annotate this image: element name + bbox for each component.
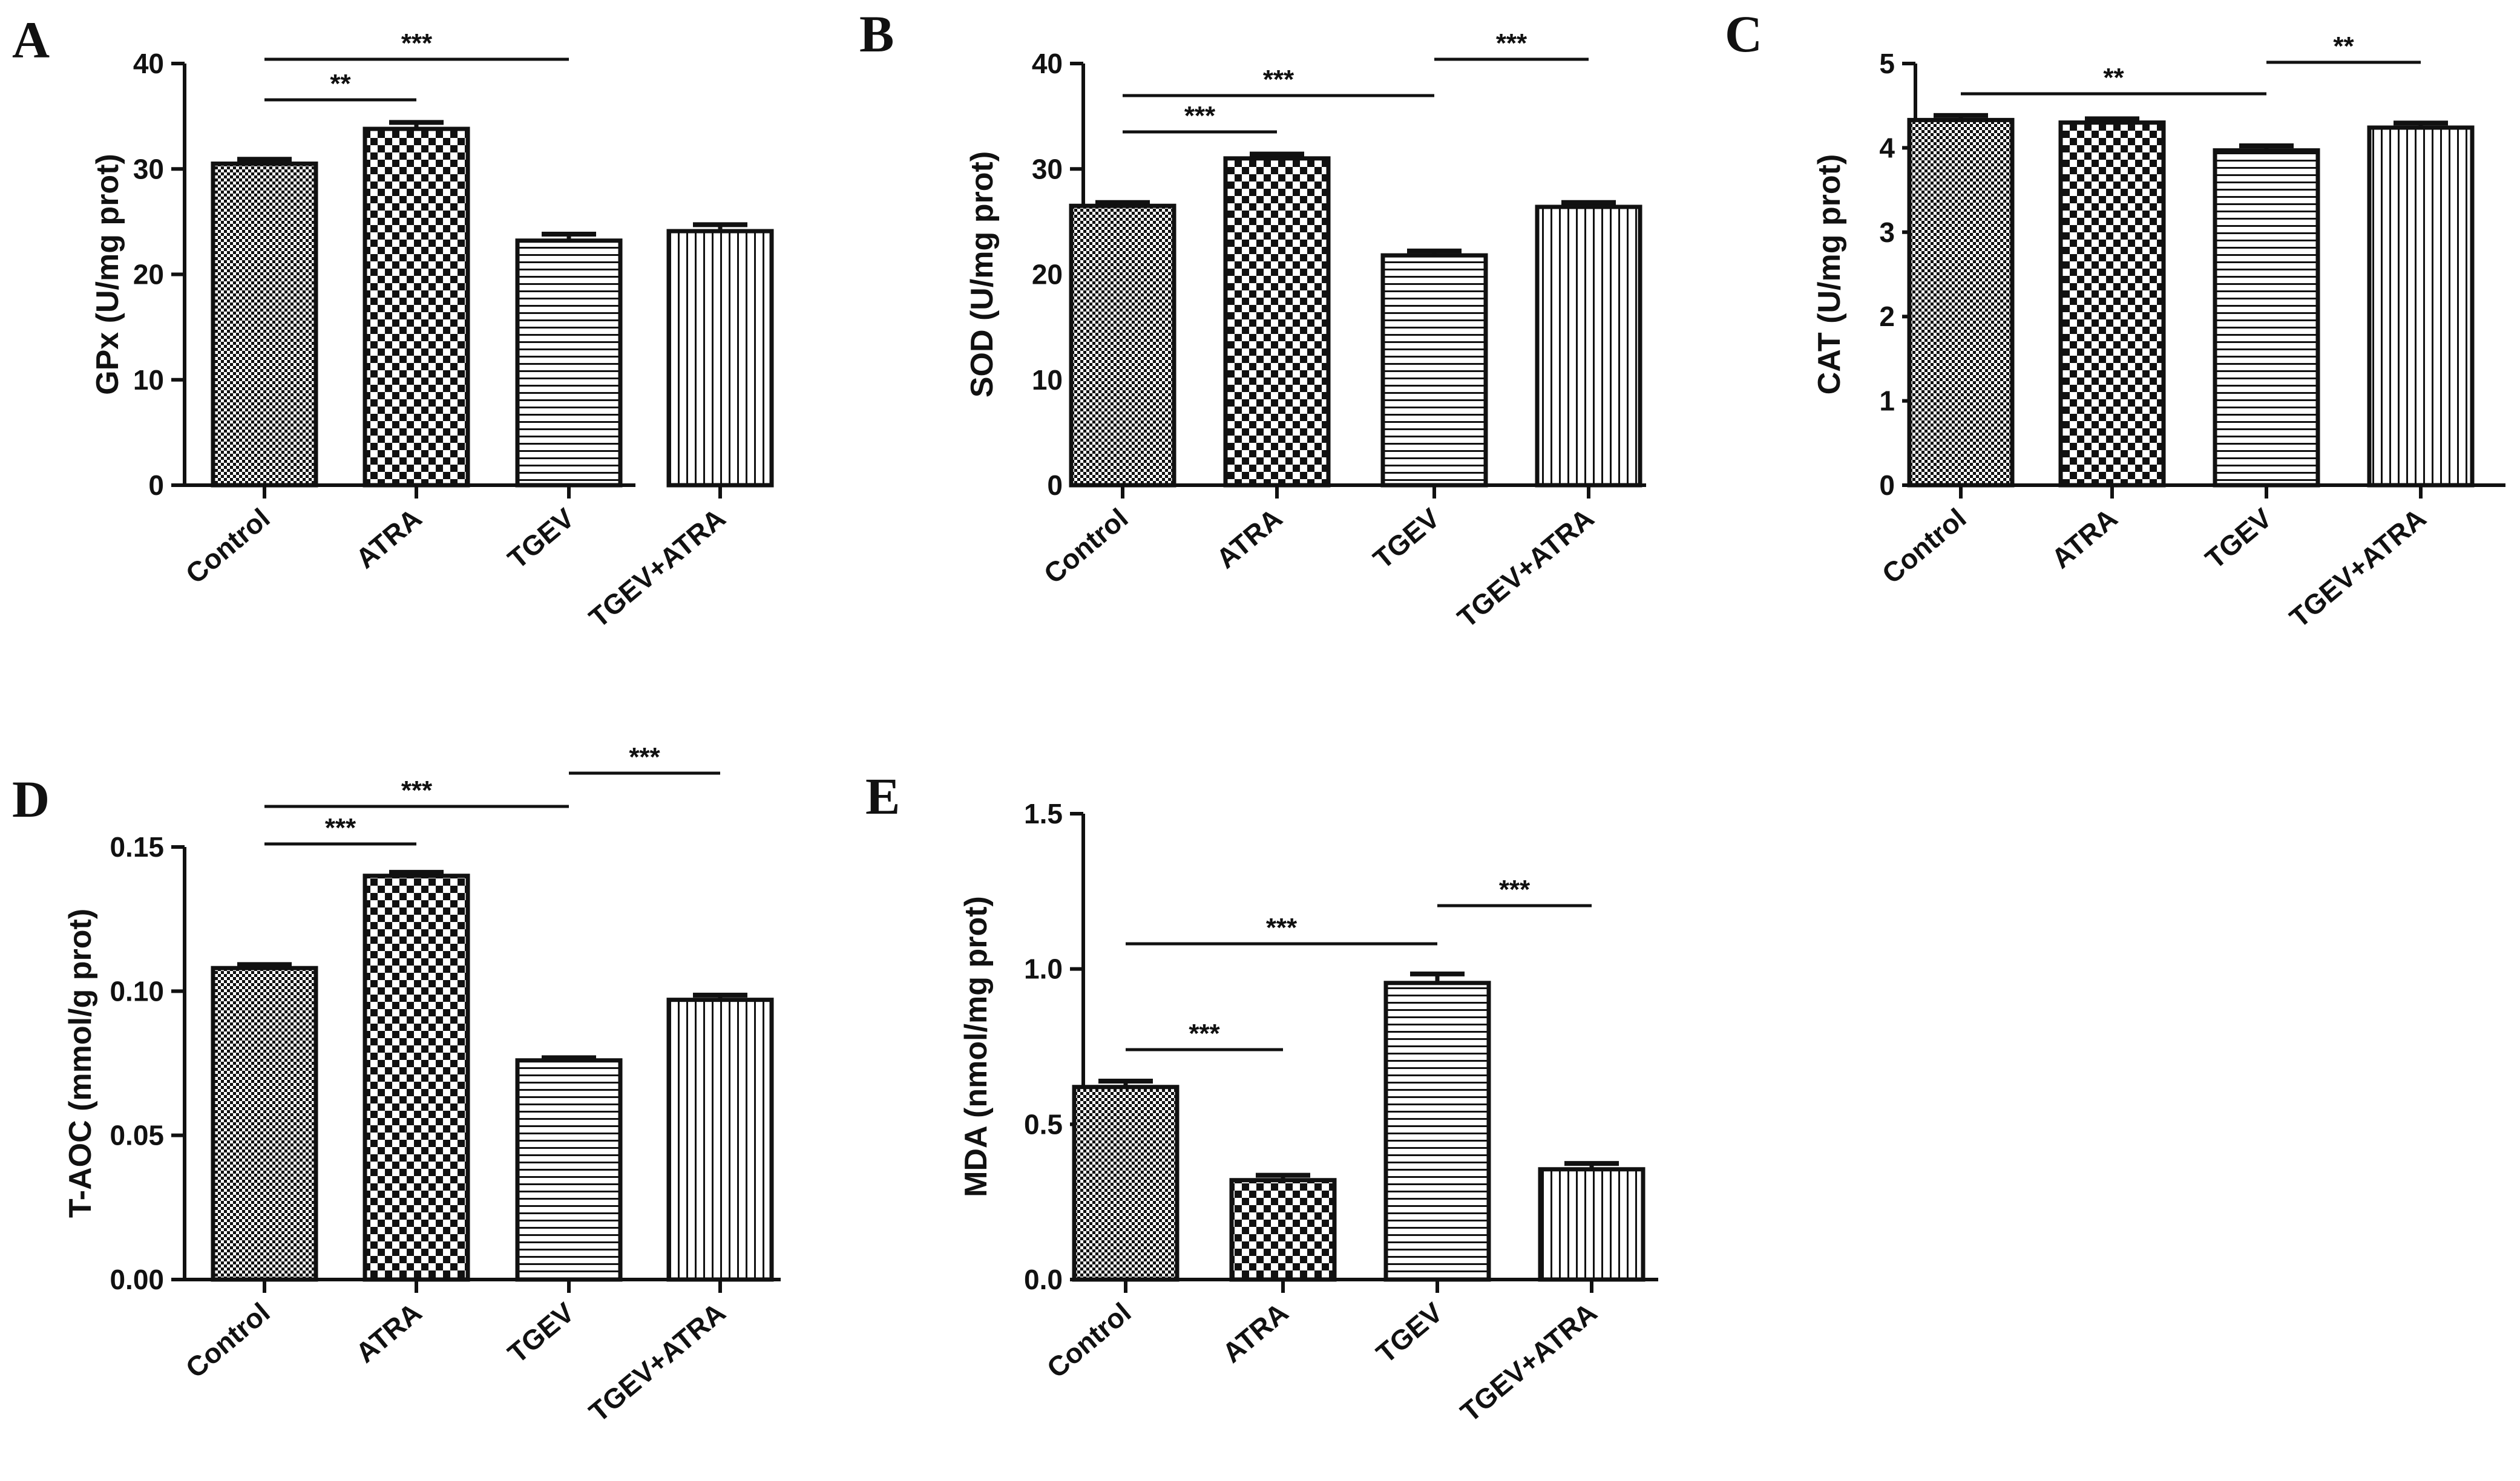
y-axis-title: GPx (U/mg prot) xyxy=(90,154,125,395)
significance-label: *** xyxy=(1266,913,1298,943)
y-axis-title: CAT (U/mg prot) xyxy=(1812,154,1847,395)
x-tick-label: ATRA xyxy=(2046,502,2124,575)
bar-atra xyxy=(363,874,470,1282)
panel-b: B 0 10 20 30 40 SOD (U/mg prot) Control ATRA TGEV… xyxy=(859,5,1646,633)
y-axis-title: SOD (U/mg prot) xyxy=(965,151,1000,397)
y-tick-label: 3 xyxy=(1879,217,1895,248)
significance-label: *** xyxy=(1499,875,1531,904)
y-tick-label: 4 xyxy=(1879,132,1895,163)
x-tick-label: Control xyxy=(1876,502,1972,590)
panel-letter: C xyxy=(1725,5,1762,63)
x-tick-label: TGEV xyxy=(2199,502,2278,575)
bar-control xyxy=(211,966,318,1282)
x-tick-label: ATRA xyxy=(1216,1296,1294,1369)
y-tick-label: 0 xyxy=(1047,469,1063,501)
significance-label: *** xyxy=(401,776,433,805)
y-tick-label: 20 xyxy=(133,259,164,290)
x-tick-label: Control xyxy=(1041,1296,1137,1384)
y-tick-label: 20 xyxy=(1032,259,1063,290)
y-tick-label: 0.5 xyxy=(1024,1108,1063,1140)
x-tick-label: TGEV+ATRA xyxy=(2283,502,2432,634)
y-tick-label: 0.00 xyxy=(110,1264,164,1295)
x-tick-label: ATRA xyxy=(350,1296,428,1369)
x-tick-label: TGEV xyxy=(1370,1296,1449,1370)
bar-atra xyxy=(1229,1178,1337,1282)
y-tick-label: 0 xyxy=(1879,469,1895,501)
bar-tgev-atra xyxy=(1535,204,1642,488)
bar-tgev xyxy=(1383,981,1491,1282)
bar-tgev-atra xyxy=(2367,125,2475,488)
x-tick-label: ATRA xyxy=(350,502,428,575)
y-tick-label: 30 xyxy=(133,153,164,185)
bar-tgev-atra xyxy=(666,998,774,1282)
bar-control xyxy=(1907,117,2015,488)
y-tick-label: 1 xyxy=(1879,385,1895,417)
y-tick-label: 0.15 xyxy=(110,831,164,863)
y-tick-label: 0.10 xyxy=(110,975,164,1007)
bar-tgev xyxy=(1380,253,1488,488)
bar-tgev-atra xyxy=(1538,1167,1646,1282)
y-tick-label: 1.0 xyxy=(1024,953,1063,985)
bar-control xyxy=(1069,203,1176,488)
x-tick-label: TGEV xyxy=(1367,502,1446,575)
y-tick-label: 1.5 xyxy=(1024,798,1063,829)
panel-letter: B xyxy=(859,5,894,63)
y-tick-label: 40 xyxy=(1032,48,1063,79)
panel-a: A 0 10 20 30 40 GPx (U/mg prot) Control ATRA TGEV… xyxy=(12,11,774,634)
panel-e: E 0.0 0.5 1.0 1.5 MDA (nmol/mg prot) Control AT… xyxy=(865,767,1658,1428)
x-tick-label: TGEV xyxy=(502,502,580,575)
significance-label: *** xyxy=(1189,1019,1220,1048)
significance-label: *** xyxy=(629,742,660,772)
y-tick-label: 30 xyxy=(1032,153,1063,185)
panel-d: D 0.00 0.05 0.10 0.15 T-AOC (mmol/g prot) Cont… xyxy=(12,742,781,1428)
y-tick-label: 10 xyxy=(1032,364,1063,396)
significance-label: ** xyxy=(330,69,351,99)
y-axis-title: MDA (nmol/mg prot) xyxy=(959,896,994,1197)
panel-letter: A xyxy=(12,11,50,69)
significance-label: *** xyxy=(1496,28,1527,58)
bar-tgev xyxy=(515,1058,623,1282)
x-tick-label: TGEV+ATRA xyxy=(1454,1296,1603,1428)
significance-label: *** xyxy=(1263,65,1294,94)
x-tick-label: Control xyxy=(1038,502,1134,590)
panel-letter: D xyxy=(12,770,50,828)
y-tick-label: 0 xyxy=(148,469,164,501)
x-tick-label: TGEV+ATRA xyxy=(583,1296,731,1428)
y-tick-label: 10 xyxy=(133,364,164,396)
y-axis-title: T-AOC (mmol/g prot) xyxy=(63,909,98,1218)
bar-atra xyxy=(363,126,470,488)
significance-label: *** xyxy=(401,28,433,58)
significance-label: *** xyxy=(1184,101,1216,131)
x-tick-label: TGEV xyxy=(502,1296,580,1370)
bar-atra xyxy=(2058,120,2166,488)
significance-label: ** xyxy=(2103,63,2124,93)
x-tick-label: Control xyxy=(180,502,276,590)
y-tick-label: 0.0 xyxy=(1024,1264,1063,1295)
y-tick-label: 5 xyxy=(1879,48,1895,79)
panel-c: C 0 1 2 3 4 5 CAT (U/mg prot) Control ATRA TGEV TGE… xyxy=(1725,5,2505,633)
bar-tgev xyxy=(2213,148,2320,488)
x-tick-label: Control xyxy=(180,1296,276,1384)
significance-label: *** xyxy=(325,813,356,843)
y-tick-label: 0.05 xyxy=(110,1120,164,1151)
bar-control xyxy=(211,162,318,488)
bar-control xyxy=(1072,1085,1180,1282)
y-tick-label: 40 xyxy=(133,48,164,79)
bar-tgev-atra xyxy=(666,229,774,488)
x-tick-label: ATRA xyxy=(1210,502,1288,575)
bar-atra xyxy=(1223,156,1331,488)
bar-tgev xyxy=(515,238,623,488)
y-tick-label: 2 xyxy=(1879,301,1895,332)
significance-label: ** xyxy=(2333,31,2354,61)
x-tick-label: TGEV+ATRA xyxy=(1451,502,1600,634)
panel-letter: E xyxy=(865,767,900,825)
x-tick-label: TGEV+ATRA xyxy=(583,502,731,634)
